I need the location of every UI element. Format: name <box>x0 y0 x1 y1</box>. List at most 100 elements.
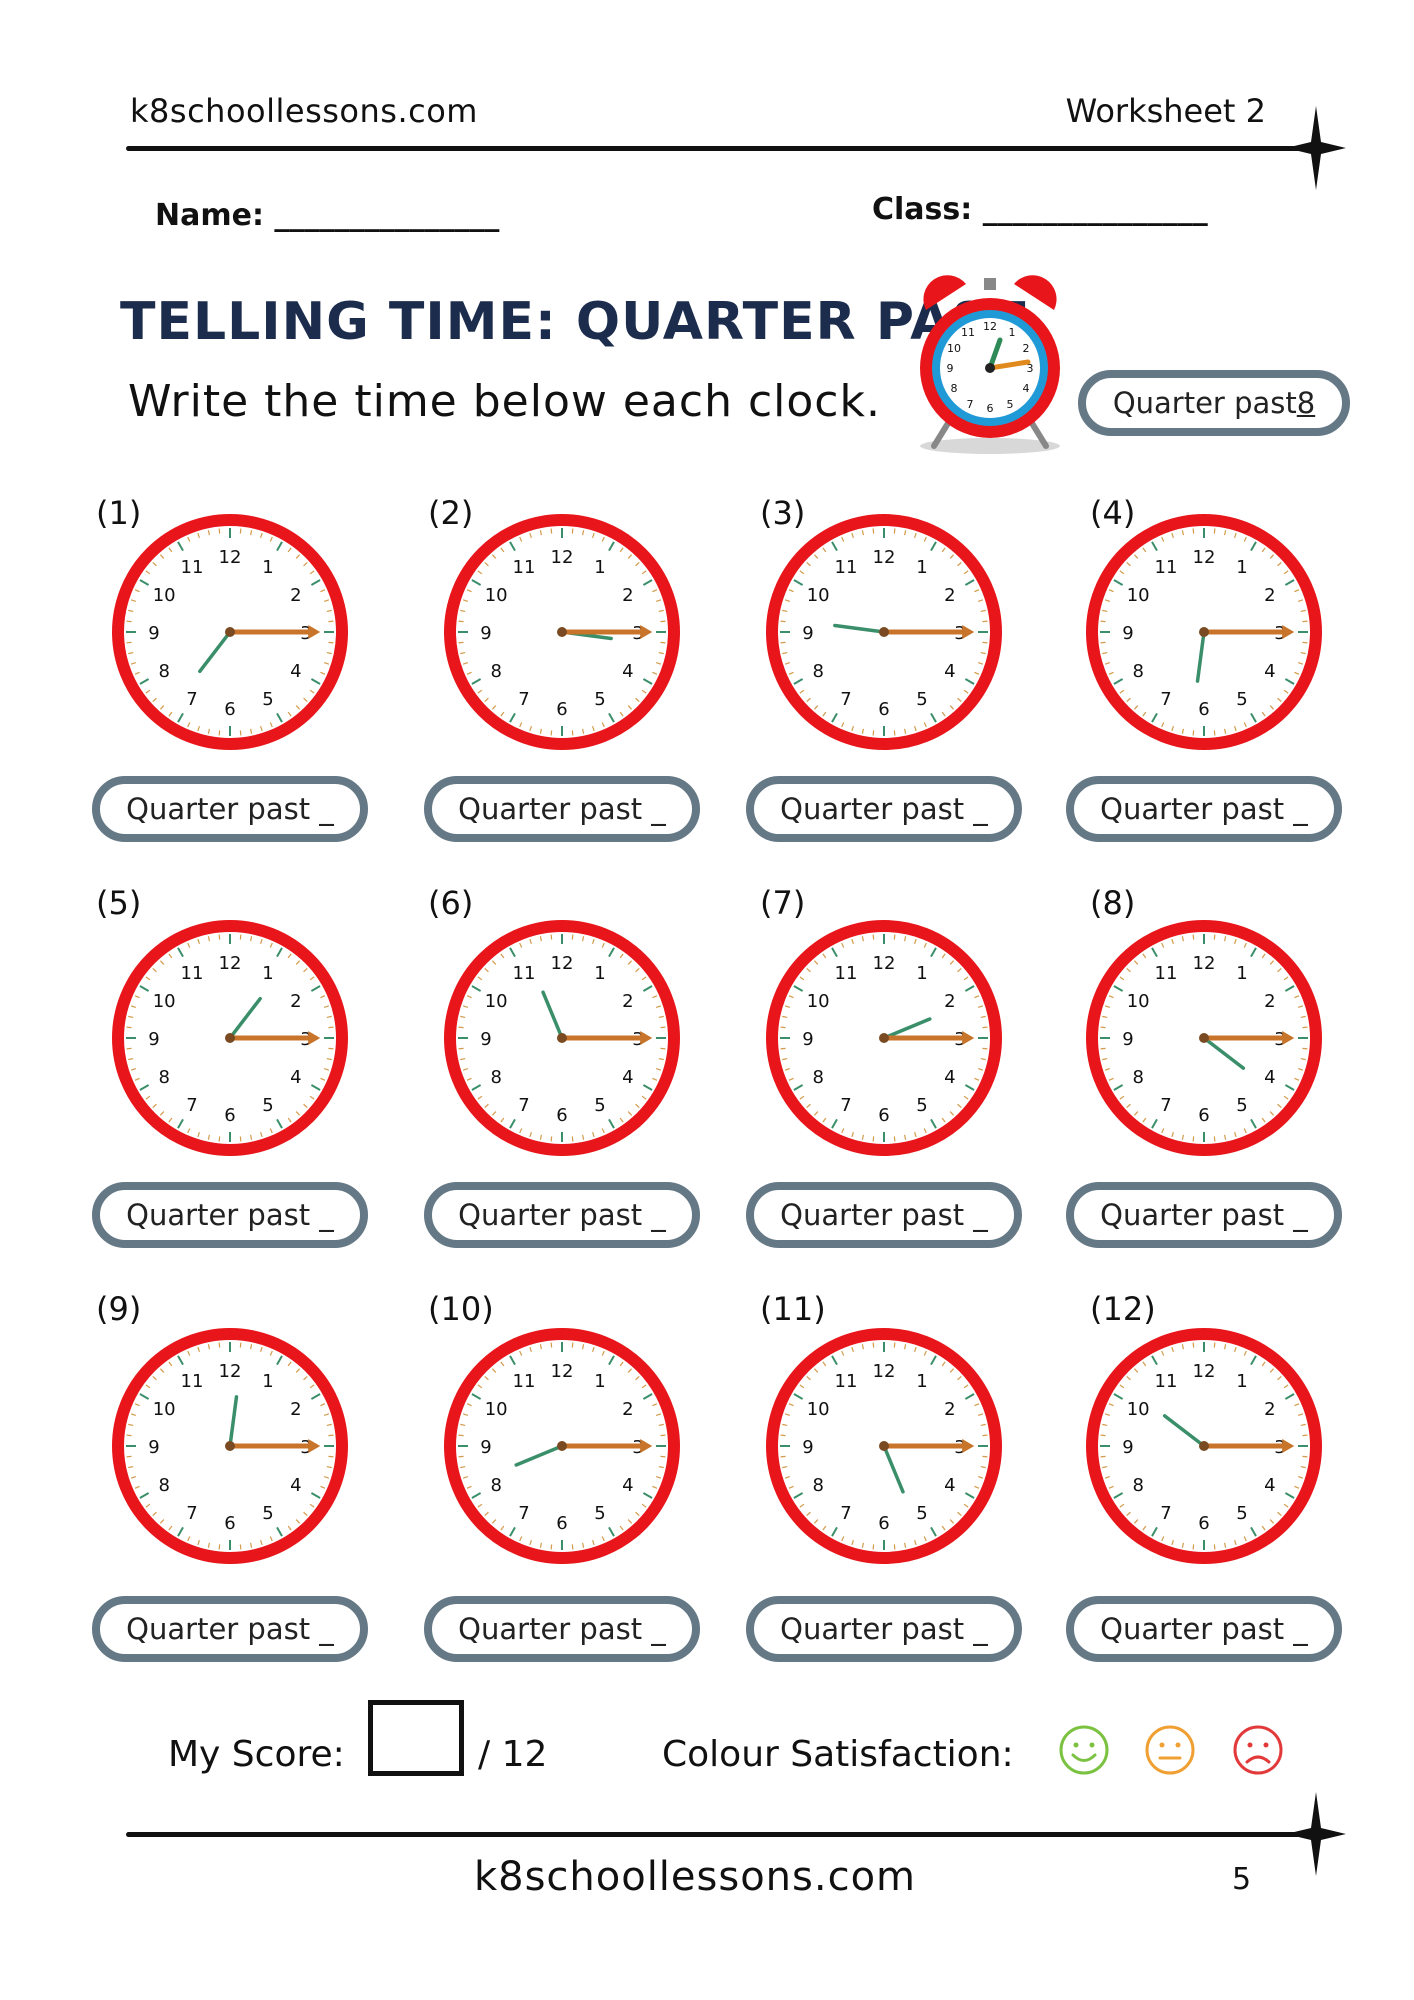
minute-tick <box>930 1118 937 1129</box>
answer-field[interactable]: Quarter past _ <box>92 776 368 842</box>
minute-tick <box>207 530 211 536</box>
minute-tick <box>134 671 140 675</box>
clock-numeral: 12 <box>219 547 242 568</box>
minute-tick <box>592 1346 595 1353</box>
minute-tick <box>1108 1077 1114 1081</box>
answer-field[interactable]: Quarter past _ <box>424 776 700 842</box>
minute-tick <box>635 967 640 973</box>
minute-tick <box>642 1084 653 1091</box>
minute-tick <box>1302 620 1308 623</box>
minute-tick <box>974 995 980 999</box>
answer-field[interactable]: Quarter past _ <box>92 1596 368 1662</box>
minute-tick <box>1102 1057 1108 1061</box>
clock-numeral: 9 <box>1122 623 1133 644</box>
svg-text:1: 1 <box>1009 326 1016 339</box>
minute-tick <box>139 1393 150 1400</box>
minute-tick <box>641 570 647 575</box>
clock-numeral: 7 <box>1160 1095 1171 1116</box>
clock-numeral: 1 <box>1236 963 1247 984</box>
minute-tick <box>782 1423 788 1427</box>
minute-tick <box>323 1413 330 1416</box>
minute-tick <box>326 1057 332 1061</box>
minute-tick <box>1213 528 1216 534</box>
minute-tick <box>310 678 321 685</box>
minute-tick <box>861 1134 865 1140</box>
minute-tick <box>635 697 640 703</box>
minute-tick <box>1213 730 1216 736</box>
clock-numeral: 1 <box>916 557 927 578</box>
minute-tick <box>642 985 653 992</box>
hour-hand <box>228 996 262 1040</box>
minute-tick <box>619 1525 624 1531</box>
clock-numeral: 12 <box>551 547 574 568</box>
minute-tick <box>799 1384 805 1389</box>
minute-tick <box>128 1423 134 1427</box>
answer-field[interactable]: Quarter past _ <box>1066 1596 1342 1662</box>
happy-face-icon[interactable] <box>1058 1724 1110 1776</box>
answer-field[interactable]: Quarter past _ <box>746 776 1022 842</box>
minute-tick <box>861 1542 865 1548</box>
answer-field[interactable]: Quarter past _ <box>424 1596 700 1662</box>
minute-tick <box>831 541 838 552</box>
clock-numeral: 2 <box>622 991 633 1012</box>
minute-tick <box>249 530 253 536</box>
clock-numeral: 11 <box>181 1371 204 1392</box>
minute-tick <box>1297 1005 1304 1008</box>
minute-tick <box>1223 936 1227 942</box>
minute-tick <box>1213 1136 1216 1142</box>
class-field[interactable]: Class: _______________ <box>872 192 1208 227</box>
site-header: k8schoollessons.com <box>130 92 478 130</box>
minute-tick <box>831 712 838 723</box>
minute-tick <box>941 1361 946 1367</box>
minute-tick <box>1261 711 1266 717</box>
clock-numeral: 7 <box>186 1503 197 1524</box>
clock-numeral: 11 <box>181 963 204 984</box>
answer-field[interactable]: Quarter past _ <box>746 1182 1022 1248</box>
clock-numeral: 12 <box>219 953 242 974</box>
minute-tick <box>784 1068 791 1071</box>
minute-tick <box>806 1103 811 1109</box>
minute-tick <box>471 985 482 992</box>
clock-face: 121234567891011 <box>766 514 1002 750</box>
answer-field[interactable]: Quarter past _ <box>746 1596 1022 1662</box>
minute-tick <box>982 1434 988 1437</box>
answer-field[interactable]: Quarter past _ <box>1066 1182 1342 1248</box>
minute-tick <box>509 541 516 552</box>
minute-tick <box>152 561 157 567</box>
minute-tick <box>177 1526 184 1537</box>
minute-tick <box>903 1542 907 1548</box>
clock-numeral: 12 <box>873 547 896 568</box>
minute-tick <box>139 579 150 586</box>
minute-tick <box>1181 728 1185 734</box>
minute-tick <box>660 1455 666 1458</box>
minute-tick <box>1223 530 1227 536</box>
minute-tick <box>964 1492 975 1499</box>
minute-tick <box>914 938 917 945</box>
minute-tick <box>799 689 805 694</box>
minute-tick <box>134 1077 140 1081</box>
minute-tick <box>780 1455 786 1458</box>
answer-field[interactable]: Quarter past _ <box>424 1182 700 1248</box>
minute-tick <box>152 697 157 703</box>
minute-tick <box>320 1485 326 1489</box>
minute-tick <box>1108 671 1114 675</box>
minute-tick <box>930 712 937 723</box>
minute-tick <box>1104 599 1111 602</box>
clock-numeral: 5 <box>594 1503 605 1524</box>
minute-tick <box>249 728 253 734</box>
name-field[interactable]: Name: _______________ <box>155 198 500 233</box>
answer-field[interactable]: Quarter past _ <box>1066 776 1342 842</box>
minute-tick <box>460 1015 466 1019</box>
score-box[interactable] <box>368 1700 464 1776</box>
sad-face-icon[interactable] <box>1232 1724 1284 1776</box>
clock-numeral: 4 <box>944 1475 955 1496</box>
minute-tick <box>581 936 585 942</box>
minute-hand-tip <box>962 1439 975 1453</box>
minute-tick <box>145 976 151 981</box>
minute-tick <box>310 579 321 586</box>
minute-tick <box>1113 1492 1124 1499</box>
minute-tick <box>1277 697 1282 703</box>
neutral-face-icon[interactable] <box>1144 1724 1196 1776</box>
answer-field[interactable]: Quarter past _ <box>92 1182 368 1248</box>
minute-tick <box>964 985 975 992</box>
